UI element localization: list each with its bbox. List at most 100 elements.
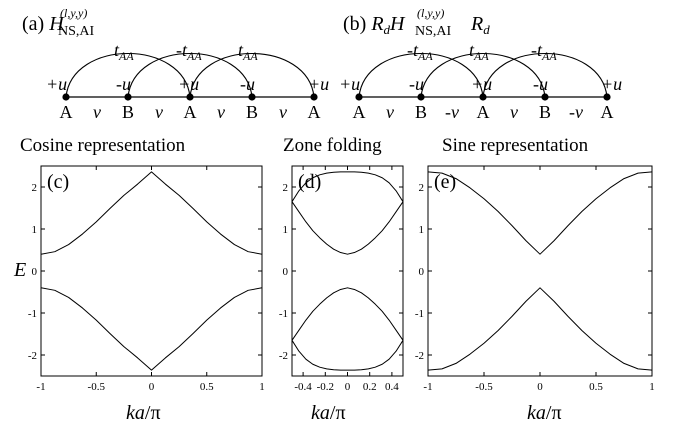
hopping-label: tAA xyxy=(469,40,489,63)
hopping-arc xyxy=(420,52,546,98)
hopping-label: -tAA xyxy=(176,40,202,63)
band-curve-2 xyxy=(40,287,263,371)
onsite-label: +u xyxy=(601,74,622,94)
title-post-operator: Rd xyxy=(470,13,490,37)
title-subscript: NS,AI xyxy=(415,24,452,39)
bond-label: -v xyxy=(569,102,583,122)
site-dot xyxy=(603,93,611,101)
onsite-label: -u xyxy=(240,74,255,94)
site-dot xyxy=(355,93,363,101)
x-tick-label: 0.5 xyxy=(589,381,603,393)
site-dot xyxy=(62,93,70,101)
y-tick-label: -2 xyxy=(415,350,424,362)
y-tick-label: -1 xyxy=(415,308,424,320)
bond-label: v xyxy=(217,102,225,122)
onsite-label: +u xyxy=(308,74,329,94)
site-dot xyxy=(479,93,487,101)
hopping-arc xyxy=(127,52,253,98)
band-curve-2 xyxy=(427,287,653,371)
hopping-arc xyxy=(189,52,315,98)
hopping-label: tAA xyxy=(114,40,134,63)
band-curve-1 xyxy=(427,171,653,255)
x-tick-label: 0 xyxy=(345,381,351,393)
hopping-label: tAA xyxy=(238,40,258,63)
panel-label: (e) xyxy=(434,171,456,193)
x-tick-label: 0.2 xyxy=(363,381,377,393)
x-tick-label: 1 xyxy=(259,381,265,393)
panel-label: (c) xyxy=(47,171,69,193)
section-title-zone-folding: Zone folding xyxy=(283,135,382,156)
schematic-a: (a) H(l,y,y) NS,AI tAA -tAA tAA A +u B -u A +u B -u A… xyxy=(22,6,329,122)
plot-frame xyxy=(427,165,653,377)
site-label: A xyxy=(353,102,366,122)
x-axis-label-e: ka/π xyxy=(527,402,562,424)
schematic-b: (b) RdH (l,y,y) NS,AI Rd -tAA tAA -tAA A +u B -u A +… xyxy=(339,6,622,122)
hopping-label: -tAA xyxy=(531,40,557,63)
section-title-cosine: Cosine representation xyxy=(20,135,186,156)
x-tick-label: -0.5 xyxy=(88,381,106,393)
onsite-label: +u xyxy=(339,74,360,94)
x-axis-label-d: ka/π xyxy=(311,402,346,424)
band-curve-2 xyxy=(291,201,404,255)
y-tick-label: 1 xyxy=(32,224,38,236)
y-tick-label: 2 xyxy=(419,182,425,194)
site-dot xyxy=(310,93,318,101)
x-tick-label: -0.5 xyxy=(475,381,493,393)
panel-d: -2 -1 0 1 2 -0.4 -0.2 0 0.2 0.4 (d) xyxy=(279,165,404,393)
x-tick-label: -0.4 xyxy=(294,381,312,393)
site-label: A xyxy=(60,102,73,122)
plot-frame xyxy=(40,165,263,377)
x-tick-label: 0.4 xyxy=(385,381,399,393)
bond-label: v xyxy=(155,102,163,122)
y-tick-label: 1 xyxy=(419,224,425,236)
title-subscript: NS,AI xyxy=(58,24,95,39)
y-tick-label: 2 xyxy=(283,182,289,194)
site-dot xyxy=(186,93,194,101)
title-superscript: (l,y,y) xyxy=(417,6,444,20)
band-curve-3 xyxy=(291,287,404,341)
hopping-arc xyxy=(65,52,191,98)
site-label: B xyxy=(246,102,258,122)
x-tick-label: 0 xyxy=(149,381,155,393)
y-tick-label: 0 xyxy=(419,266,425,278)
y-tick-label: 1 xyxy=(283,224,289,236)
bond-label: v xyxy=(93,102,101,122)
x-tick-label: -0.2 xyxy=(317,381,334,393)
y-tick-label: -2 xyxy=(279,350,288,362)
schematic-title: (a) H xyxy=(22,13,65,35)
panel-label: (d) xyxy=(298,171,321,193)
plot-frame xyxy=(291,165,404,377)
onsite-label: +u xyxy=(178,74,199,94)
site-dot xyxy=(541,93,549,101)
panel-e: -2 -1 0 1 2 -1 -0.5 0 0.5 1 (e) xyxy=(415,165,655,393)
site-label: B xyxy=(415,102,427,122)
x-axis-label-c: ka/π xyxy=(126,402,161,424)
title-superscript: (l,y,y) xyxy=(60,6,87,20)
site-dot xyxy=(124,93,132,101)
band-curve-4 xyxy=(291,340,404,371)
site-dot xyxy=(417,93,425,101)
y-tick-label: 0 xyxy=(283,266,289,278)
site-label: A xyxy=(184,102,197,122)
onsite-label: +u xyxy=(471,74,492,94)
y-axis-label: E xyxy=(13,259,26,281)
site-label: A xyxy=(308,102,321,122)
onsite-label: +u xyxy=(46,74,67,94)
y-tick-label: -2 xyxy=(28,350,37,362)
site-label: A xyxy=(477,102,490,122)
y-tick-label: 2 xyxy=(32,182,38,194)
hopping-arc xyxy=(358,52,484,98)
panel-c: -2 -1 0 1 2 -1 -0.5 0 0.5 1 (c) xyxy=(28,165,265,393)
x-tick-label: -1 xyxy=(36,381,45,393)
site-label: B xyxy=(122,102,134,122)
bond-label: v xyxy=(386,102,394,122)
hopping-arc xyxy=(482,52,608,98)
onsite-label: -u xyxy=(533,74,548,94)
site-label: A xyxy=(601,102,614,122)
band-curve-1 xyxy=(291,171,404,202)
bond-label: -v xyxy=(445,102,459,122)
onsite-label: -u xyxy=(409,74,424,94)
section-title-sine: Sine representation xyxy=(442,135,589,156)
x-tick-label: 1 xyxy=(649,381,655,393)
